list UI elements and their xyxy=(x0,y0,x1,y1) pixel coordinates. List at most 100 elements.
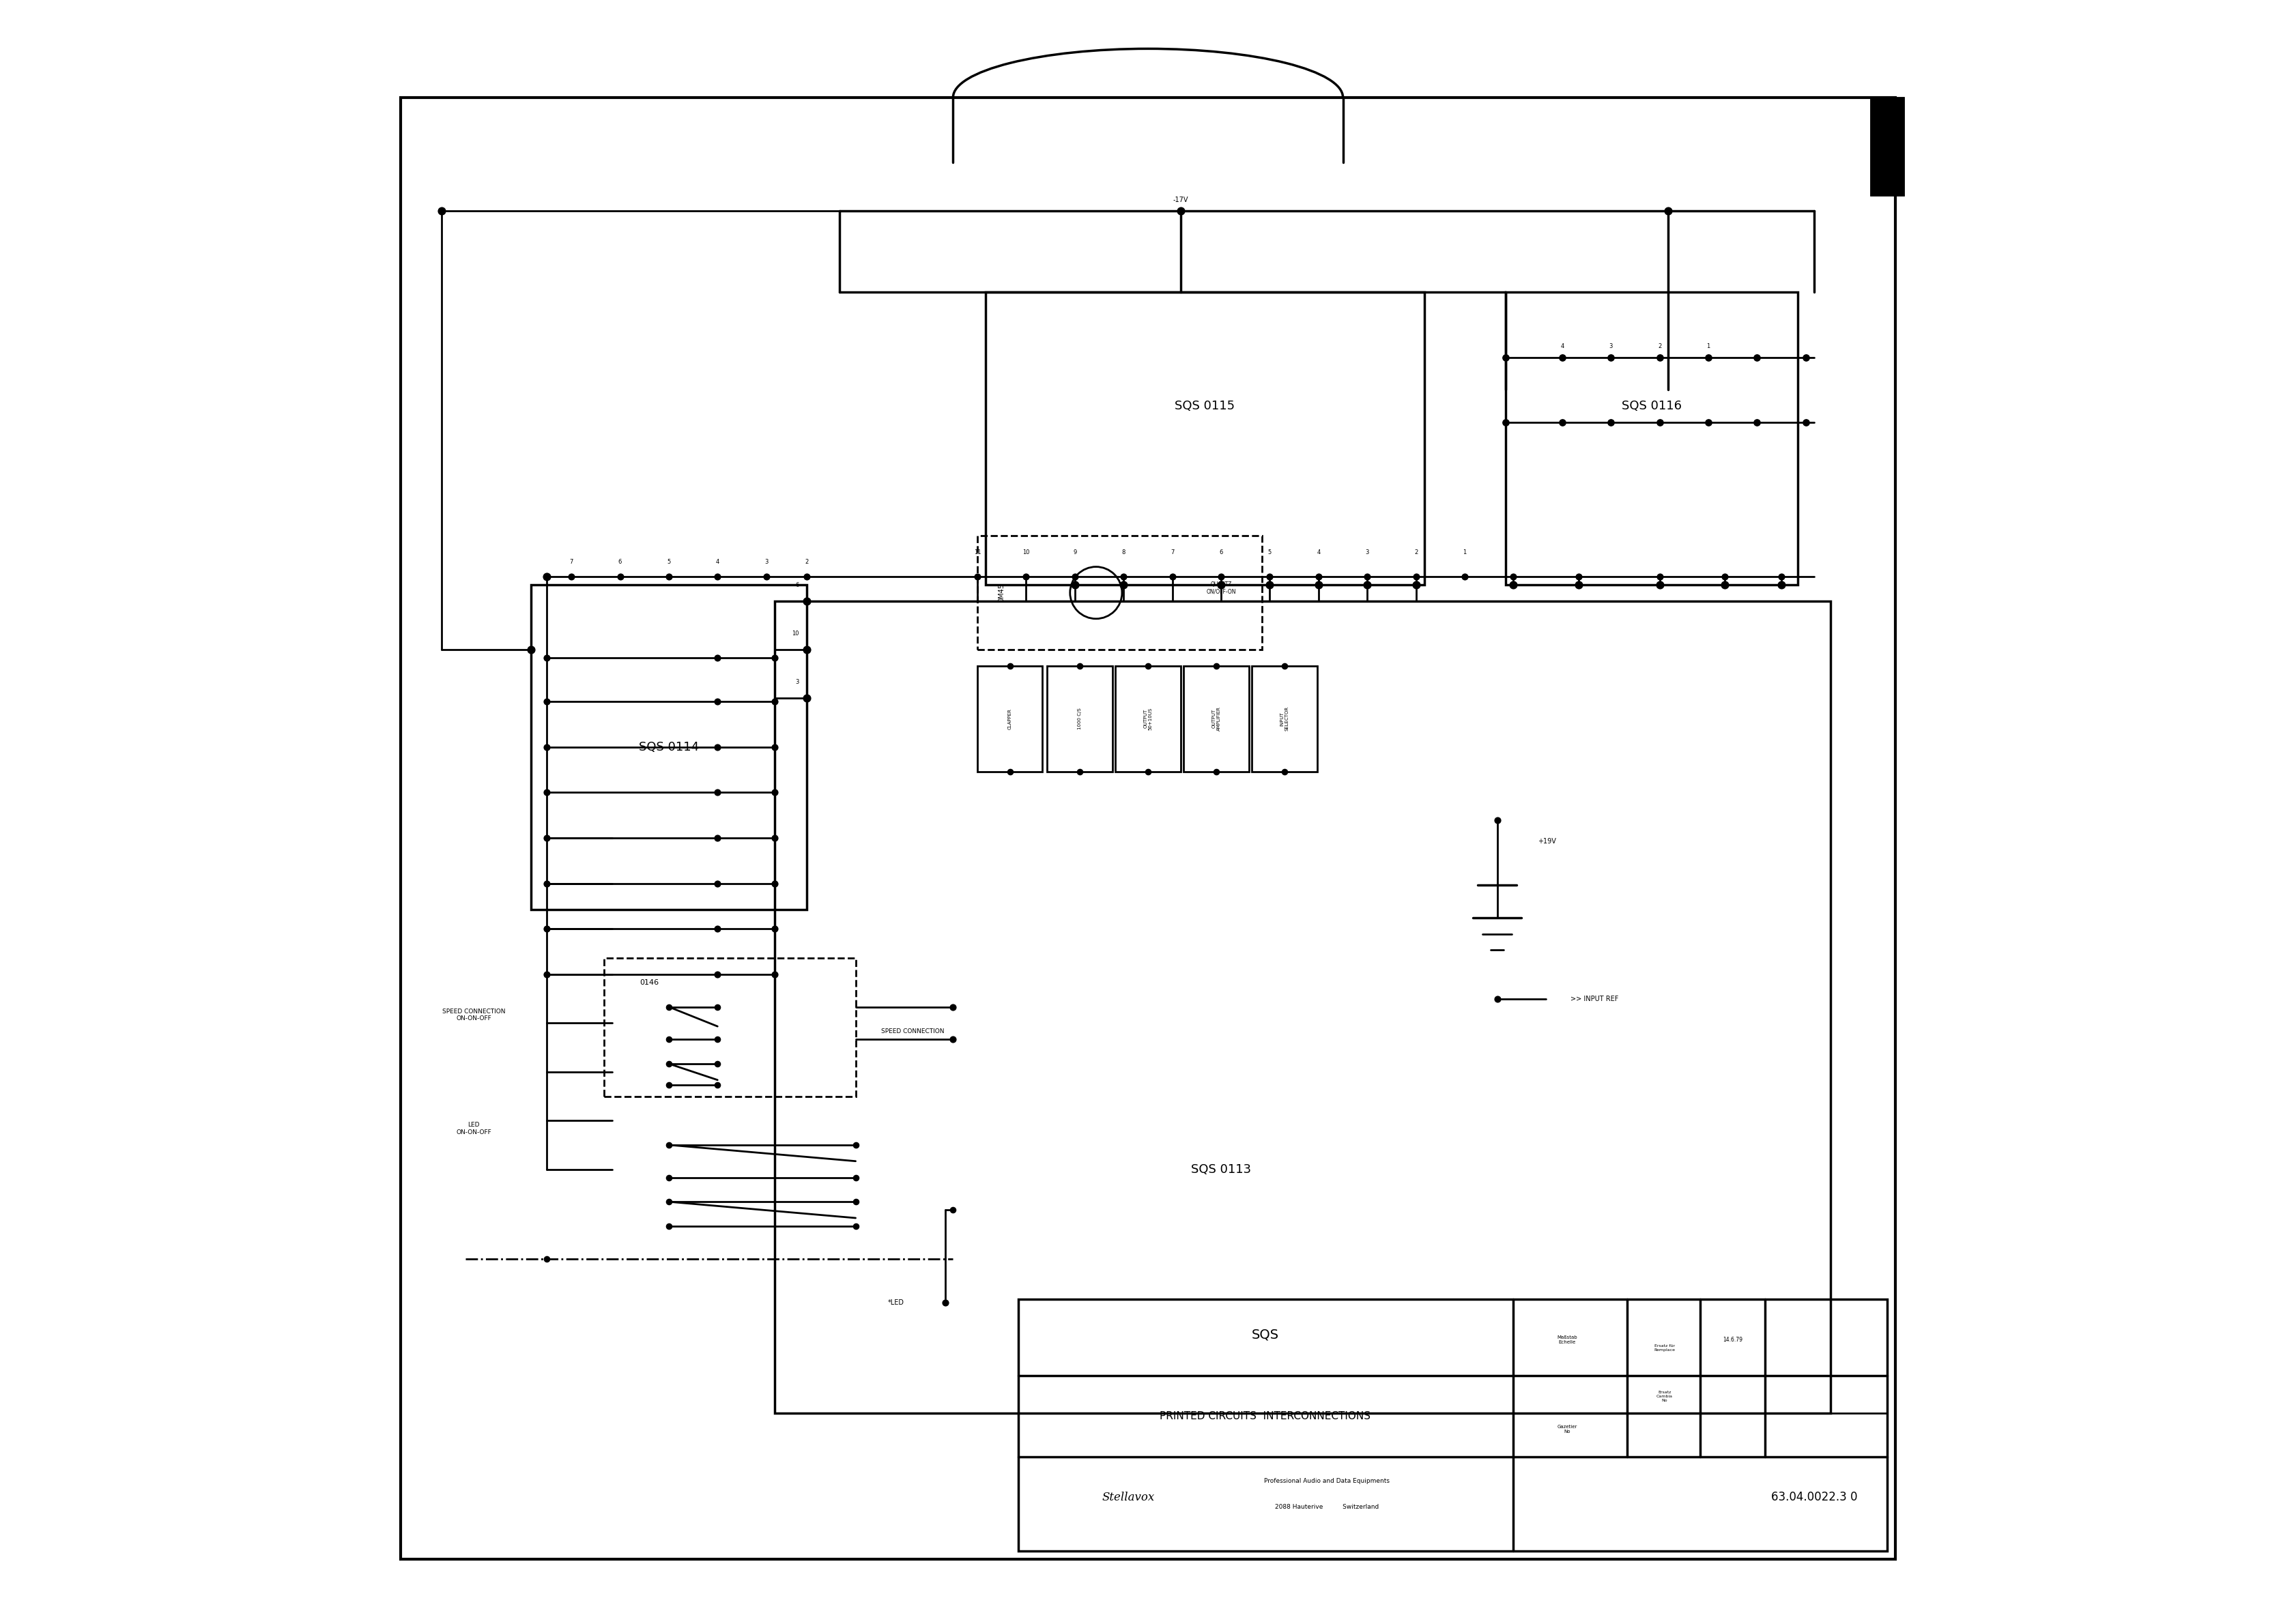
Point xyxy=(700,825,737,851)
Point xyxy=(1251,564,1288,590)
Point xyxy=(528,689,565,715)
Bar xyxy=(1116,666,1180,771)
Point xyxy=(602,564,638,590)
Text: Professional Audio and Data Equipments: Professional Audio and Data Equipments xyxy=(1263,1478,1389,1484)
Text: PRINTED CIRCUITS  INTERCONNECTIONS: PRINTED CIRCUITS INTERCONNECTIONS xyxy=(1159,1411,1371,1421)
Text: *LED: *LED xyxy=(889,1299,905,1306)
Point xyxy=(838,1132,875,1158)
Point xyxy=(1690,344,1727,370)
Text: 10: 10 xyxy=(1022,549,1029,555)
Point xyxy=(1706,572,1743,598)
Point xyxy=(755,689,792,715)
Text: 1000 C/S: 1000 C/S xyxy=(1077,708,1081,729)
Point xyxy=(1162,198,1199,224)
Point xyxy=(1488,344,1525,370)
Text: 7: 7 xyxy=(1171,549,1173,555)
Point xyxy=(1130,653,1166,679)
Text: SQS 0115: SQS 0115 xyxy=(1176,400,1235,412)
Text: Stellavox: Stellavox xyxy=(1102,1491,1155,1504)
Point xyxy=(650,1164,687,1190)
Text: SQS 0116: SQS 0116 xyxy=(1621,400,1681,412)
Text: 4: 4 xyxy=(716,559,719,565)
Text: 4: 4 xyxy=(1561,343,1564,349)
Bar xyxy=(1871,97,1903,195)
Point xyxy=(1479,807,1515,833)
Text: 2: 2 xyxy=(806,559,808,565)
Point xyxy=(528,564,565,590)
Point xyxy=(1398,572,1435,598)
Point xyxy=(992,653,1029,679)
Point xyxy=(1479,986,1515,1012)
Point xyxy=(700,645,737,671)
Text: 10: 10 xyxy=(792,630,799,637)
Text: LED
ON-ON-OFF: LED ON-ON-OFF xyxy=(457,1122,491,1135)
Point xyxy=(934,994,971,1020)
Point xyxy=(528,734,565,760)
Point xyxy=(1251,572,1288,598)
Point xyxy=(528,870,565,896)
Point xyxy=(838,1164,875,1190)
Point xyxy=(553,564,590,590)
Text: OUTPUT
AMPLIFIER: OUTPUT AMPLIFIER xyxy=(1212,706,1221,731)
Point xyxy=(1061,653,1097,679)
Text: +19V: +19V xyxy=(1538,838,1557,844)
Text: Gazetier
No: Gazetier No xyxy=(1557,1424,1577,1434)
Point xyxy=(650,1189,687,1215)
Text: 1: 1 xyxy=(1463,549,1467,555)
Point xyxy=(1056,564,1093,590)
Point xyxy=(1203,572,1240,598)
Point xyxy=(1398,564,1435,590)
Point xyxy=(1738,344,1775,370)
Text: 8: 8 xyxy=(1123,549,1125,555)
Point xyxy=(1155,564,1192,590)
Point xyxy=(755,870,792,896)
Bar xyxy=(1871,97,1903,195)
Point xyxy=(1690,409,1727,435)
Point xyxy=(1642,572,1678,598)
Text: 2: 2 xyxy=(1658,343,1662,349)
Point xyxy=(1265,758,1302,784)
Point xyxy=(1104,564,1141,590)
Point xyxy=(755,645,792,671)
Text: 5: 5 xyxy=(668,559,670,565)
Text: 3: 3 xyxy=(794,679,799,685)
Point xyxy=(838,1189,875,1215)
Point xyxy=(700,994,737,1020)
Point xyxy=(650,1132,687,1158)
Point xyxy=(700,780,737,806)
Point xyxy=(1789,409,1825,435)
Point xyxy=(788,564,824,590)
Point xyxy=(1649,198,1685,224)
Point xyxy=(960,564,996,590)
Bar xyxy=(978,666,1042,771)
Point xyxy=(528,916,565,942)
Point xyxy=(755,734,792,760)
Point xyxy=(1300,572,1336,598)
Point xyxy=(528,961,565,987)
Bar xyxy=(985,292,1424,585)
Point xyxy=(650,1026,687,1052)
Point xyxy=(1642,344,1678,370)
Point xyxy=(528,645,565,671)
Text: 3: 3 xyxy=(1366,549,1368,555)
Point xyxy=(700,564,737,590)
Point xyxy=(1559,572,1596,598)
Point xyxy=(1593,344,1630,370)
Point xyxy=(700,734,737,760)
Text: Maßstab
Echelle: Maßstab Echelle xyxy=(1557,1335,1577,1345)
Point xyxy=(1763,564,1800,590)
Point xyxy=(1488,409,1525,435)
Point xyxy=(1203,564,1240,590)
Text: QUARTZ
ON/OFF-ON: QUARTZ ON/OFF-ON xyxy=(1205,581,1235,594)
Point xyxy=(838,1213,875,1239)
Bar xyxy=(1185,666,1249,771)
Bar xyxy=(978,536,1263,650)
Point xyxy=(755,916,792,942)
Point xyxy=(700,1051,737,1077)
Point xyxy=(1543,344,1580,370)
Point xyxy=(650,1051,687,1077)
Point xyxy=(1642,409,1678,435)
Text: 0M45: 0M45 xyxy=(999,583,1006,603)
Point xyxy=(1495,564,1531,590)
Point xyxy=(992,758,1029,784)
